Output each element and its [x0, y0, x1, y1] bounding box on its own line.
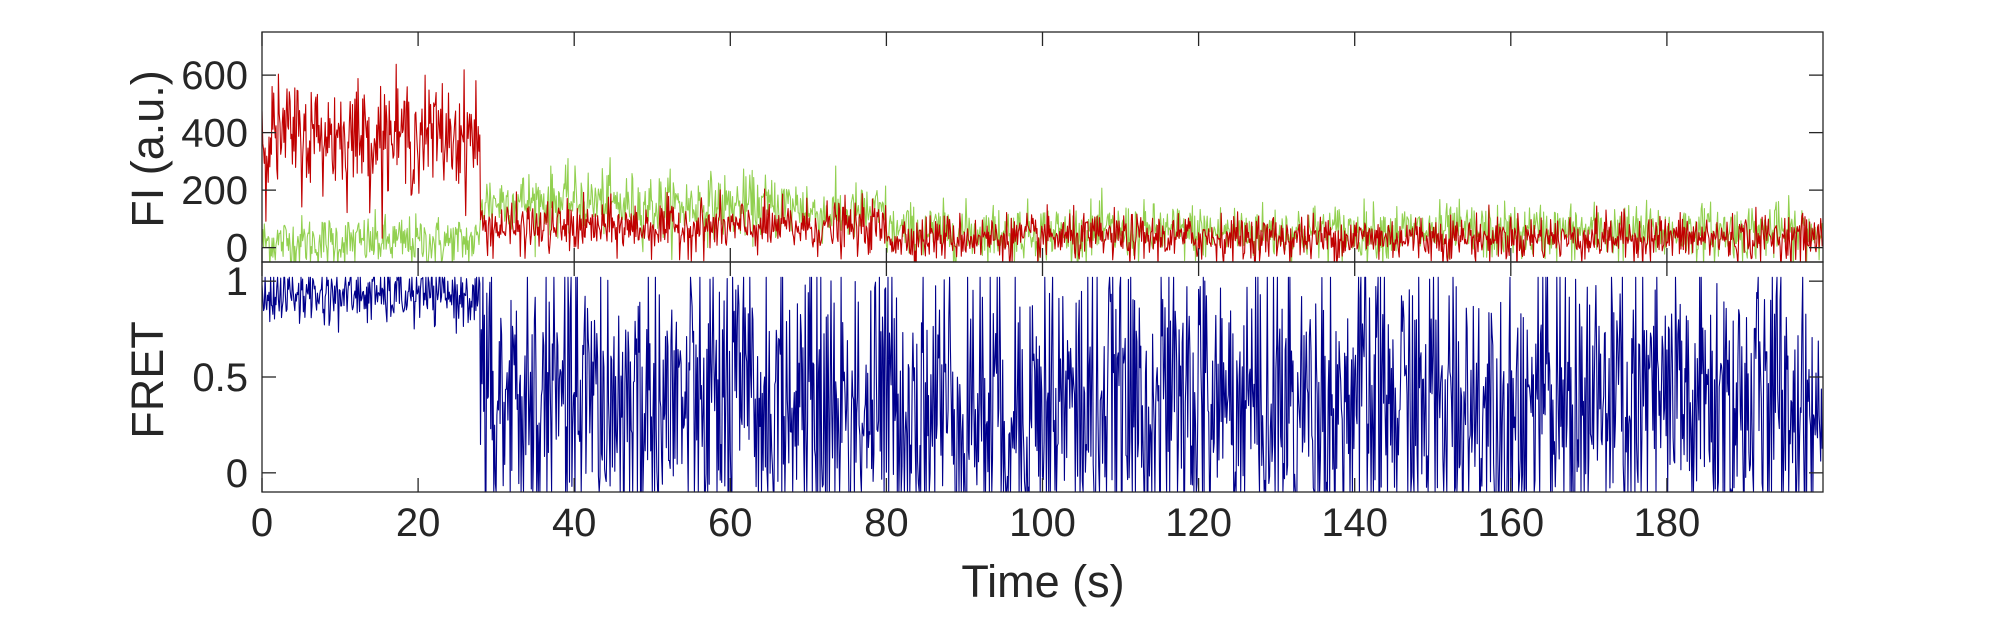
x-tick-label: 120	[1165, 501, 1232, 545]
x-tick-label: 40	[552, 501, 597, 545]
x-tick-label: 0	[251, 501, 273, 545]
x-tick-label: 100	[1009, 501, 1076, 545]
y-tick-label: 1	[226, 260, 248, 304]
x-tick-label: 60	[708, 501, 753, 545]
x-tick-label: 80	[864, 501, 909, 545]
y-tick-label: 400	[181, 112, 248, 156]
acceptor-trace	[262, 63, 1823, 262]
fret-trace	[262, 276, 1823, 492]
fret-plot-area	[262, 276, 1823, 492]
y-tick-label: 200	[181, 169, 248, 213]
y-tick-label: 0	[226, 452, 248, 496]
x-tick-label: 180	[1634, 501, 1701, 545]
x-tick-label: 140	[1321, 501, 1388, 545]
fluorescence-plot-area	[262, 63, 1823, 262]
fret-panel: 0 0.5 1 0 20 40 60 80 100 120 140 160 180	[192, 260, 1824, 545]
x-tick-label: 160	[1477, 501, 1544, 545]
bottom-y-axis-label: FRET	[122, 321, 173, 439]
x-tick-label: 20	[396, 501, 441, 545]
top-y-axis-label: FI (a.u.)	[122, 70, 173, 228]
y-tick-label: 600	[181, 54, 248, 98]
fluorescence-panel: 0 200 400 600	[181, 31, 1824, 271]
y-tick-label: 0.5	[192, 356, 248, 400]
x-axis-label: Time (s)	[961, 556, 1124, 607]
y-tick-label: 0	[226, 227, 248, 271]
